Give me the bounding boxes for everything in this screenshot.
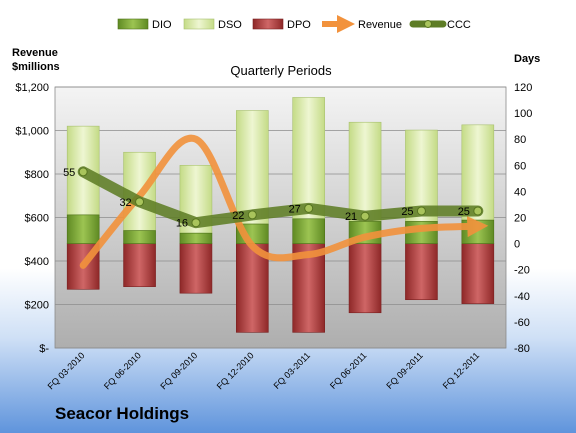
y-right-tick-label: 60 [514,160,526,172]
dpo-bar [348,243,382,314]
ccc-point [135,197,145,207]
y-right-tick-label: -80 [514,343,530,355]
y-left-tick-label: $400 [25,256,49,268]
ccc-data-label: 25 [401,206,413,218]
y-right-label: Days [514,53,540,65]
ccc-data-label: 27 [289,203,301,215]
ccc-data-label: 32 [119,197,131,209]
ccc-line [77,166,484,229]
x-tick-label: FQ 12-2011 [441,350,482,391]
dio-bar [179,232,213,244]
y-right-tick-label: 40 [514,186,526,198]
x-tick-label: FQ 06-2010 [102,350,143,391]
legend-swatch-dio [117,18,149,30]
y-right-tick-label: -60 [514,317,530,329]
dpo-bar [179,243,213,294]
y-right-tick-label: -20 [514,265,530,277]
dpo-bar [405,243,438,301]
ccc-point [304,203,314,213]
dpo-bar [236,243,269,333]
legend-label-dpo: DPO [287,19,311,31]
y-left-tick-label: $800 [25,169,49,181]
y-right-tick-label: 120 [514,82,532,94]
y-left-tick-label: $1,200 [15,82,49,94]
y-right-tick-label: 100 [514,108,532,120]
legend-marker-ccc [424,20,432,28]
dso-bar [292,97,325,220]
y-right-tick-label: -40 [514,291,530,303]
ccc-point [247,210,257,220]
ccc-data-label: 22 [232,210,244,222]
y-right-tick-label: 20 [514,213,526,225]
y-left-tick-label: $600 [25,213,49,225]
dpo-bar [123,243,156,287]
ccc-data-label: 55 [63,167,75,179]
dpo-bar [461,243,495,304]
dio-bar [66,214,100,244]
ccc-data-label: 21 [345,211,357,223]
dio-bar [292,218,325,244]
dio-bar [123,230,156,244]
y-left-label-line2: $millions [12,61,60,73]
x-tick-label: FQ 09-2011 [384,350,425,391]
chart-title: Quarterly Periods [230,63,332,78]
legend-label-dso: DSO [218,19,242,31]
y-left-tick-label: $- [39,343,49,355]
legend-swatch-dso [183,18,215,30]
dso-bar [236,110,269,225]
ccc-data-label: 25 [458,206,470,218]
y-left-tick-label: $1,000 [15,126,49,138]
x-tick-label: FQ 06-2011 [328,350,369,391]
y-right-tick-label: 80 [514,134,526,146]
legend-label-dio: DIO [152,19,172,31]
dso-bar [461,124,495,221]
y-left-tick-label: $200 [25,300,49,312]
ccc-point [360,211,370,221]
dso-bar [348,121,382,222]
ccc-point [473,206,483,216]
x-tick-label: FQ 03-2010 [46,350,87,391]
legend-swatch-dpo [252,18,284,30]
lines [77,134,489,269]
ccc-point [416,206,426,216]
revenue-line [79,134,489,269]
legend-label-ccc: CCC [447,19,471,31]
legend-label-revenue: Revenue [358,19,402,31]
y-left-label-line1: Revenue [12,47,58,59]
legend: DIO DSO DPO Revenue CCC [117,15,471,33]
x-tick-label: FQ 03-2011 [272,350,313,391]
x-tick-label: FQ 12-2010 [215,350,256,391]
ccc-data-label: 16 [176,218,188,230]
ccc-point [78,167,88,177]
x-tick-label: FQ 09-2010 [158,350,199,391]
y-right-tick-label: 0 [514,239,520,251]
data-labels: 55 32 16 22 27 21 25 25 [63,167,470,230]
ccc-point [191,218,201,228]
company-name: Seacor Holdings [55,404,190,423]
